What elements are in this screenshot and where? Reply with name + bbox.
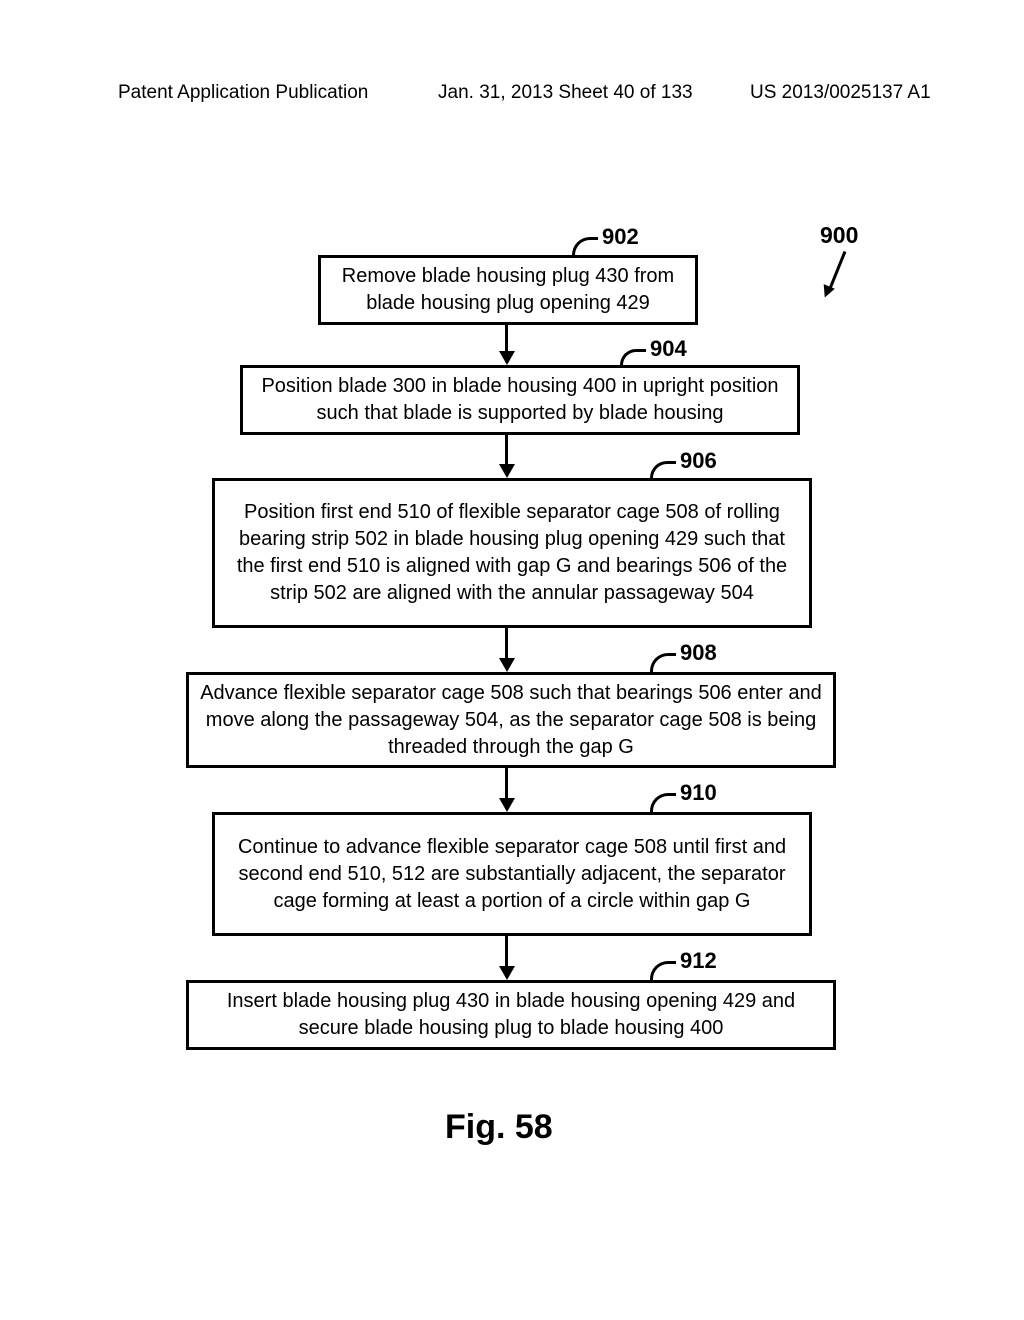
flowchart-box: Position first end 510 of flexible separ… [212,478,812,628]
flowchart-box: Position blade 300 in blade housing 400 … [240,365,800,435]
figure-caption: Fig. 58 [445,1108,553,1147]
flowchart-ref-label: 906 [680,448,717,474]
flowchart-arrow-head [499,351,515,365]
flowchart-arrow-head [499,798,515,812]
flowchart-arrow-head [499,966,515,980]
flowchart-main-ref: 900 [820,222,858,249]
flowchart-box: Continue to advance flexible separator c… [212,812,812,936]
flowchart-box-text: Insert blade housing plug 430 in blade h… [199,988,823,1042]
flowchart-ref-label: 908 [680,640,717,666]
header-mid-text: Jan. 31, 2013 Sheet 40 of 133 [438,82,693,104]
flowchart-box-text: Continue to advance flexible separator c… [225,834,799,915]
flowchart-box: Remove blade housing plug 430 from blade… [318,255,698,325]
flowchart-box-text: Remove blade housing plug 430 from blade… [331,263,685,317]
flowchart-ref-label: 910 [680,780,717,806]
main-ref-arrow-head [819,284,835,300]
flowchart-ref-label: 912 [680,948,717,974]
header-right-text: US 2013/0025137 A1 [750,82,931,104]
flowchart-box: Advance flexible separator cage 508 such… [186,672,836,768]
header-left-text: Patent Application Publication [118,82,368,104]
flowchart-arrow [505,628,508,660]
flowchart-box: Insert blade housing plug 430 in blade h… [186,980,836,1050]
flowchart-box-text: Position first end 510 of flexible separ… [225,499,799,607]
flowchart-ref-leader [650,793,676,812]
flowchart-ref-leader [650,653,676,672]
flowchart-arrow-head [499,464,515,478]
flowchart-ref-label: 902 [602,224,639,250]
flowchart-arrow-head [499,658,515,672]
flowchart-arrow [505,435,508,466]
flowchart-ref-label: 904 [650,336,687,362]
flowchart-arrow [505,325,508,353]
flowchart-arrow [505,936,508,968]
flowchart-ref-leader [572,237,598,255]
flowchart-ref-leader [650,461,676,478]
flowchart-ref-leader [650,961,676,980]
flowchart-box-text: Position blade 300 in blade housing 400 … [253,373,787,427]
flowchart-ref-leader [620,349,646,365]
flowchart-arrow [505,768,508,800]
flowchart-box-text: Advance flexible separator cage 508 such… [199,680,823,761]
